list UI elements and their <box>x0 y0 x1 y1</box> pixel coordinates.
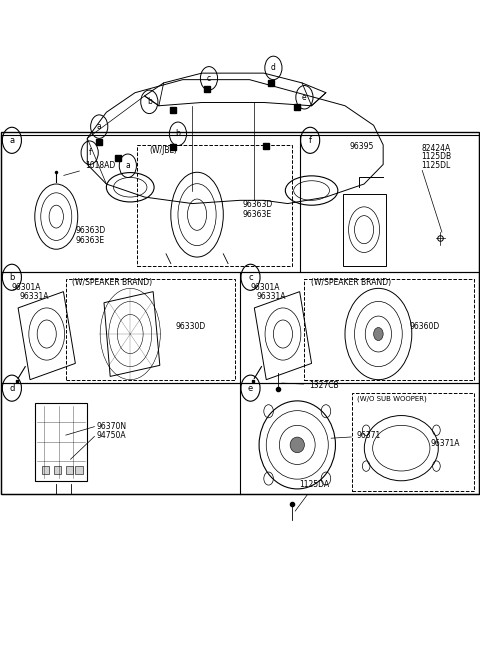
Bar <box>42 466 49 474</box>
Text: 96363E: 96363E <box>242 210 272 219</box>
Text: b: b <box>147 98 152 106</box>
Text: 82424A: 82424A <box>421 144 451 153</box>
Text: (W/SPEAKER BRAND): (W/SPEAKER BRAND) <box>311 278 391 287</box>
Text: a: a <box>9 136 14 145</box>
Text: 96363E: 96363E <box>75 236 105 245</box>
Text: 96331A: 96331A <box>257 292 286 301</box>
Text: c: c <box>207 74 211 83</box>
Bar <box>304 278 474 380</box>
Text: 1125DA: 1125DA <box>295 480 330 511</box>
Text: b: b <box>176 129 180 138</box>
Bar <box>66 278 235 380</box>
Text: 96395: 96395 <box>350 141 374 151</box>
Text: e: e <box>248 384 253 392</box>
Text: d: d <box>9 384 14 392</box>
Text: 96363D: 96363D <box>242 200 273 209</box>
Text: a: a <box>97 122 102 131</box>
Text: e: e <box>302 93 307 102</box>
Bar <box>1 132 479 494</box>
Ellipse shape <box>290 437 304 453</box>
Text: 1327CB: 1327CB <box>282 381 339 390</box>
Bar <box>54 466 61 474</box>
Text: 1018AD: 1018AD <box>64 160 115 176</box>
Text: 96331A: 96331A <box>20 292 49 301</box>
Text: (W/SPEAKER BRAND): (W/SPEAKER BRAND) <box>72 278 152 287</box>
Text: 96363D: 96363D <box>75 226 106 235</box>
Text: d: d <box>271 64 276 73</box>
Bar <box>137 145 292 265</box>
Text: f: f <box>309 136 312 145</box>
Bar <box>1 135 479 272</box>
Bar <box>75 466 83 474</box>
Bar <box>66 466 73 474</box>
Text: 94750A: 94750A <box>97 432 126 440</box>
Text: a: a <box>125 161 130 170</box>
Text: 96370N: 96370N <box>97 422 127 430</box>
Text: 96301A: 96301A <box>251 283 280 291</box>
Text: 1125DL: 1125DL <box>421 160 451 170</box>
Text: 96371A: 96371A <box>431 440 460 448</box>
Text: f: f <box>88 148 91 157</box>
Bar <box>343 194 385 265</box>
Text: 96330D: 96330D <box>176 322 206 331</box>
Text: (W/O SUB WOOPER): (W/O SUB WOOPER) <box>357 396 427 402</box>
Text: 96371: 96371 <box>331 432 381 440</box>
Text: 96360D: 96360D <box>409 322 440 331</box>
Text: 96301A: 96301A <box>12 283 41 291</box>
Bar <box>1 383 479 494</box>
Text: (W/JBL): (W/JBL) <box>149 145 177 155</box>
Bar <box>1 272 479 383</box>
Text: b: b <box>9 272 14 282</box>
Bar <box>352 393 474 491</box>
Ellipse shape <box>373 328 383 341</box>
Bar <box>35 403 87 481</box>
Text: c: c <box>248 272 253 282</box>
Text: 1125DB: 1125DB <box>421 152 452 161</box>
